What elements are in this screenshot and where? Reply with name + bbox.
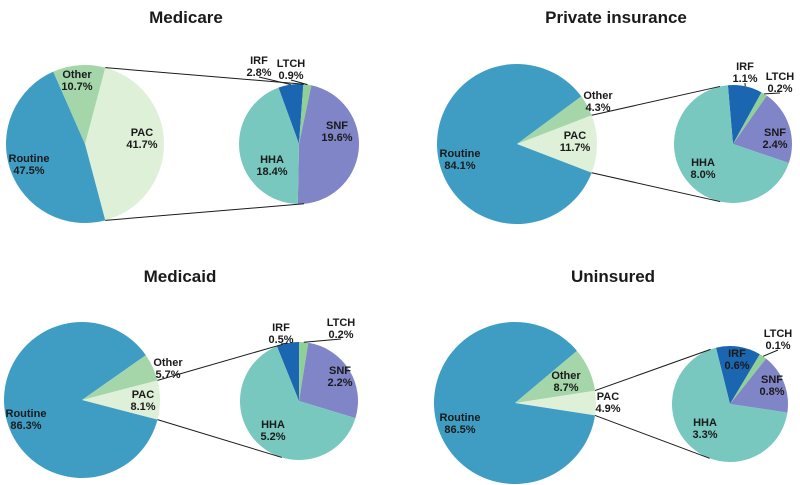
leader-line-ltch	[762, 349, 779, 357]
slice-label-irf: IRF 2.8%	[246, 55, 271, 79]
secondary-slice-hha	[674, 85, 789, 203]
secondary-slice-hha	[238, 87, 299, 204]
chart-quadrant-uninsured: Uninsured PAC 4.9% Routine 86.5% Other 8.7% IR…	[400, 243, 800, 485]
secondary-slice-hha	[240, 346, 356, 461]
slice-label-ltch: LTCH 0.2%	[766, 71, 795, 95]
slice-label-irf: IRF 1.1%	[732, 61, 757, 85]
pie-of-pie-svg: PAC 8.1%Routine 86.3%Other 5.7%IRF 0.5%LTCH 0…	[3, 317, 359, 479]
leader-line-ltch	[764, 92, 781, 95]
secondary-slice-ltch	[730, 354, 767, 404]
connector-line-bottom	[157, 419, 282, 458]
secondary-slice-irf	[715, 345, 760, 404]
chart-title: Uninsured	[570, 267, 656, 286]
secondary-slice-hha	[671, 347, 788, 462]
secondary-slice-snf	[733, 95, 793, 164]
chart-quadrant-medicaid: Medicaid PAC 8.1% Routine 86.3% Other 5.7% IRF…	[0, 243, 400, 485]
pie-of-pie-svg: PAC 11.7%Routine 84.1%Other 4.3%IRF 1.1% LTCH…	[437, 61, 795, 224]
connector-line-top	[594, 348, 711, 392]
slice-label-pac: PAC 4.9%	[595, 391, 620, 415]
chart-title: Medicare	[149, 8, 223, 27]
main-slice-other	[517, 96, 592, 144]
main-slice-routine	[5, 71, 106, 224]
chart-title: Medicaid	[143, 267, 217, 286]
secondary-slice-snf	[730, 358, 788, 413]
secondary-slice-ltch	[299, 342, 309, 401]
leader-line-irf	[258, 76, 291, 86]
pie-of-pie-svg: PAC 41.7%Routine 47.5%Other 10.7%IRF 2.8%LTC…	[5, 55, 360, 224]
connector-line-top	[105, 67, 305, 85]
main-slice-routine	[433, 321, 596, 484]
slice-label-irf: IRF 0.5%	[268, 322, 293, 346]
connector-line-bottom	[591, 172, 721, 203]
main-slice-pac	[82, 380, 160, 420]
main-slice-pac	[515, 390, 596, 416]
main-slice-routine	[437, 63, 592, 224]
chart-title: Private insurance	[545, 8, 687, 27]
pie-of-pie-svg: PAC 4.9%Routine 86.5%Other 8.7%IRF 0.6%LTCH 0…	[433, 321, 793, 484]
connector-line-top	[591, 85, 721, 116]
main-slice-routine	[3, 322, 158, 479]
leader-line-irf	[280, 342, 288, 345]
slice-label-ltch: LTCH 0.2%	[327, 317, 356, 341]
slice-label-ltch: LTCH 0.9%	[277, 58, 306, 82]
connector-line-bottom	[105, 203, 305, 221]
slice-label-ltch: LTCH 0.1%	[764, 328, 793, 352]
connector-line-top	[157, 343, 283, 381]
secondary-slice-irf	[278, 84, 304, 144]
secondary-slice-irf	[276, 341, 300, 401]
leader-line-ltch	[290, 79, 308, 86]
leader-line-ltch	[303, 338, 342, 343]
secondary-slice-snf	[299, 342, 359, 419]
chart-quadrant-private-insurance: Private insurance PAC 11.7% Routine 84.1% Ot…	[400, 0, 800, 242]
main-slice-other	[53, 64, 106, 144]
secondary-slice-irf	[727, 84, 762, 144]
main-slice-pac	[517, 115, 598, 173]
secondary-slice-ltch	[733, 92, 767, 144]
main-slice-other	[515, 350, 596, 403]
main-slice-other	[82, 355, 158, 400]
connector-line-bottom	[594, 414, 710, 459]
chart-quadrant-medicare: Medicare PAC 41.7% Routine 47.5% Other 10.7% I…	[0, 0, 400, 242]
secondary-slice-ltch	[299, 84, 312, 144]
main-slice-pac	[85, 67, 165, 221]
secondary-slice-snf	[297, 85, 360, 205]
